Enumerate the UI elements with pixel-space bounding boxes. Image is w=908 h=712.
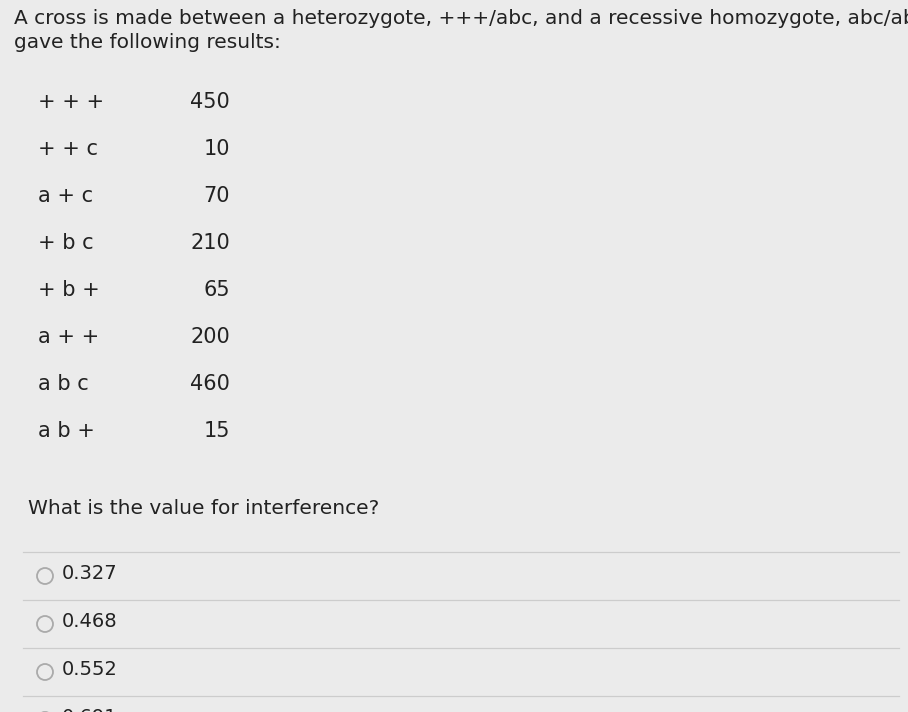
Text: 0.552: 0.552 xyxy=(62,660,118,679)
Text: 0.691: 0.691 xyxy=(62,708,118,712)
Text: a + +: a + + xyxy=(38,327,99,347)
Text: 200: 200 xyxy=(191,327,230,347)
Text: + b +: + b + xyxy=(38,280,100,300)
Text: 70: 70 xyxy=(203,186,230,206)
Text: 65: 65 xyxy=(203,280,230,300)
Text: A cross is made between a heterozygote, +++/abc, and a recessive homozygote, abc: A cross is made between a heterozygote, … xyxy=(14,9,908,28)
Text: + b c: + b c xyxy=(38,233,94,253)
Text: + + c: + + c xyxy=(38,139,98,159)
Text: 460: 460 xyxy=(190,374,230,394)
Text: gave the following results:: gave the following results: xyxy=(14,33,281,52)
Text: 10: 10 xyxy=(203,139,230,159)
Text: 0.327: 0.327 xyxy=(62,564,118,583)
Text: What is the value for interference?: What is the value for interference? xyxy=(28,499,380,518)
Text: 210: 210 xyxy=(191,233,230,253)
Text: 0.468: 0.468 xyxy=(62,612,118,631)
Text: 15: 15 xyxy=(203,421,230,441)
Text: 450: 450 xyxy=(191,92,230,112)
Text: a b c: a b c xyxy=(38,374,89,394)
Text: + + +: + + + xyxy=(38,92,104,112)
Text: a + c: a + c xyxy=(38,186,94,206)
Text: a b +: a b + xyxy=(38,421,94,441)
